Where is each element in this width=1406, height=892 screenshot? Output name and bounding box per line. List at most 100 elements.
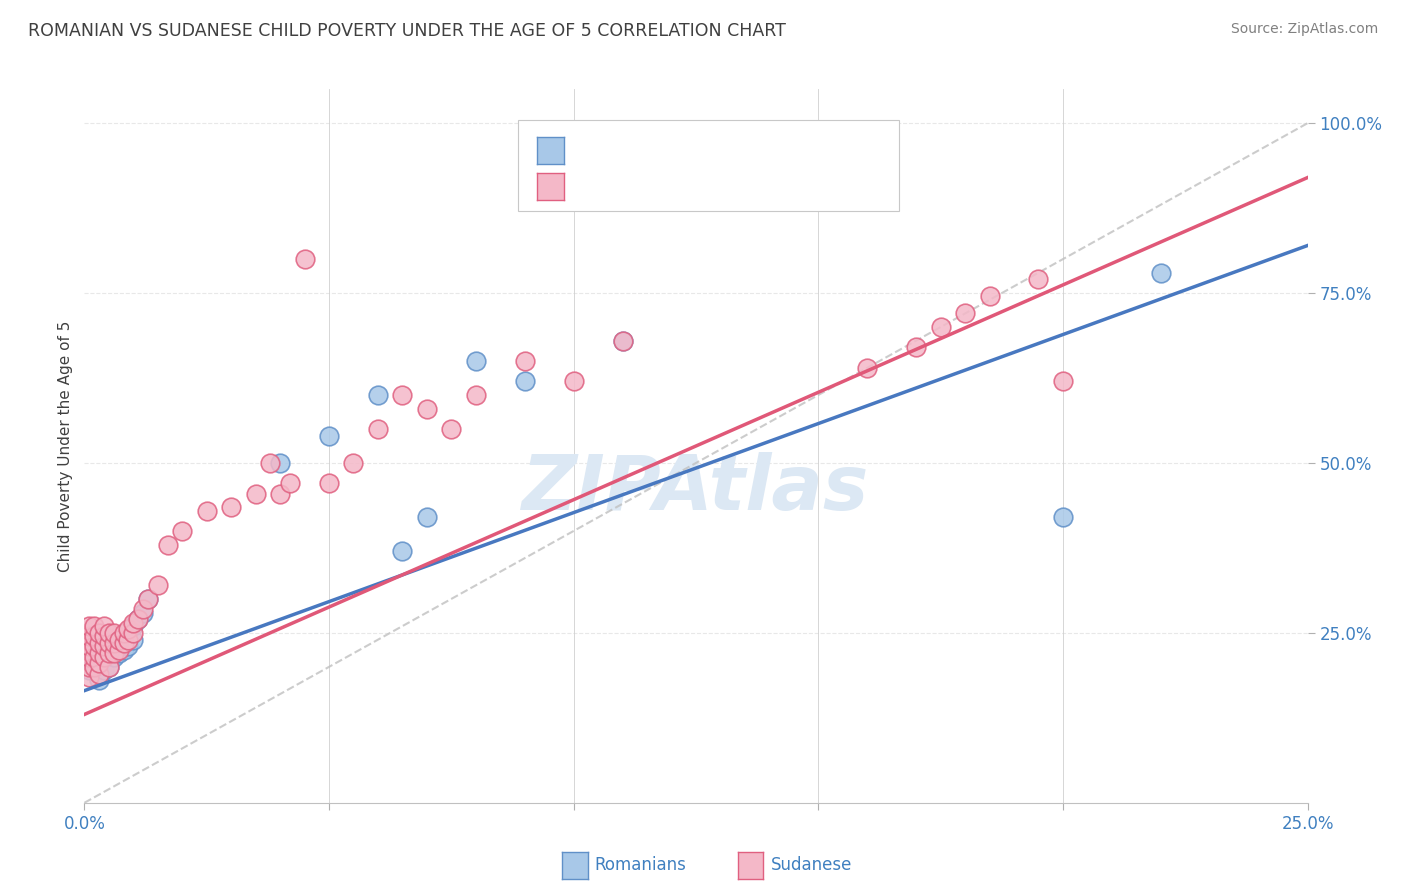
Point [195,503,218,517]
Point [127,612,149,626]
Point [269,456,291,470]
Point [93,619,115,633]
Text: R = 0.547    N = 30: R = 0.547 N = 30 [575,142,766,160]
Point [112,626,135,640]
Point [391,544,413,558]
Text: R = 0.627    N = 65: R = 0.627 N = 65 [575,178,766,195]
Point [132,602,155,616]
Point [342,456,364,470]
Point [136,591,159,606]
Point [440,422,463,436]
Point [172,524,194,538]
Text: ROMANIAN VS SUDANESE CHILD POVERTY UNDER THE AGE OF 5 CORRELATION CHART: ROMANIAN VS SUDANESE CHILD POVERTY UNDER… [28,22,786,40]
Y-axis label: Child Poverty Under the Age of 5: Child Poverty Under the Age of 5 [58,320,73,572]
Point [77,649,100,664]
Point [107,636,129,650]
Point [83,629,105,643]
Point [1028,272,1050,286]
Point [136,591,159,606]
Point [117,632,139,647]
Point [905,341,928,355]
Text: Romanians: Romanians [595,856,686,874]
Point [103,649,125,664]
Point [464,388,486,402]
Text: ZIPAtlas: ZIPAtlas [522,452,870,525]
Point [93,640,115,654]
Point [259,456,281,470]
Point [122,632,145,647]
Point [87,673,110,688]
Point [132,606,155,620]
Point [97,660,120,674]
Point [77,663,100,677]
Point [953,306,976,320]
Point [391,388,413,402]
Point [83,646,105,660]
Point [513,354,536,368]
Point [612,334,634,348]
Point [112,636,135,650]
Point [1052,510,1074,524]
Point [77,640,100,654]
Point [103,646,125,660]
Point [83,660,105,674]
Point [122,619,145,633]
Point [245,486,267,500]
Point [416,510,439,524]
Point [856,360,879,375]
Point [269,486,291,500]
Point [562,375,585,389]
Point [87,636,110,650]
Point [93,663,115,677]
Point [318,476,340,491]
Point [103,626,125,640]
Point [87,640,110,654]
Point [83,660,105,674]
Point [83,619,105,633]
Point [1150,266,1173,280]
Point [93,649,115,664]
Point [464,354,486,368]
Point [97,660,120,674]
Point [87,626,110,640]
Point [127,612,149,626]
Point [77,660,100,674]
Point [367,388,389,402]
Point [146,578,169,592]
Point [117,623,139,637]
Point [117,640,139,654]
Point [77,629,100,643]
Point [122,615,145,630]
Point [87,657,110,671]
Point [83,649,105,664]
Point [77,670,100,684]
Point [219,500,242,515]
Point [97,646,120,660]
Point [107,643,129,657]
Point [93,649,115,664]
Point [612,334,634,348]
Point [93,629,115,643]
Point [278,476,301,491]
Text: Source: ZipAtlas.com: Source: ZipAtlas.com [1230,22,1378,37]
Point [87,646,110,660]
Point [367,422,389,436]
Point [83,640,105,654]
Point [97,636,120,650]
Point [513,375,536,389]
Point [318,429,340,443]
Point [112,643,135,657]
Point [1052,375,1074,389]
Point [97,626,120,640]
Point [416,401,439,416]
Point [156,537,179,551]
Point [929,320,952,334]
Point [103,636,125,650]
Text: Sudanese: Sudanese [770,856,852,874]
Point [87,666,110,681]
Point [107,646,129,660]
Point [979,289,1001,303]
Point [77,619,100,633]
Point [107,632,129,647]
Point [122,626,145,640]
